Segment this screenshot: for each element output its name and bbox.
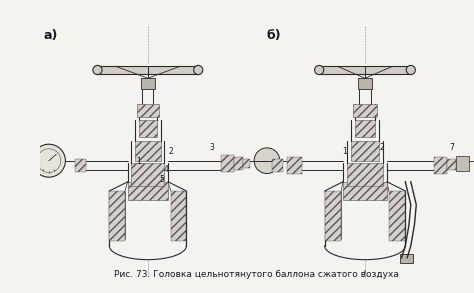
Bar xyxy=(221,155,234,172)
Text: 2: 2 xyxy=(168,147,173,156)
Circle shape xyxy=(32,144,65,177)
Bar xyxy=(400,254,413,263)
Circle shape xyxy=(254,148,280,173)
Text: а): а) xyxy=(44,29,58,42)
Text: 7: 7 xyxy=(449,143,455,152)
Bar xyxy=(343,182,387,200)
Bar xyxy=(447,159,456,170)
Bar xyxy=(131,163,164,186)
Circle shape xyxy=(194,65,203,75)
Bar xyxy=(456,156,468,171)
Text: 2: 2 xyxy=(379,143,384,152)
Bar xyxy=(353,104,377,117)
Circle shape xyxy=(315,65,324,75)
Bar xyxy=(319,66,411,74)
Bar xyxy=(137,104,159,117)
Bar xyxy=(128,182,168,200)
Text: 5: 5 xyxy=(159,175,164,183)
Circle shape xyxy=(406,65,415,75)
Bar xyxy=(434,157,447,173)
Text: б): б) xyxy=(266,29,281,42)
Bar xyxy=(346,163,383,186)
Bar xyxy=(287,157,302,173)
Bar xyxy=(243,159,250,168)
Text: 3: 3 xyxy=(210,143,214,152)
Bar xyxy=(109,191,125,241)
Bar xyxy=(389,191,405,241)
Circle shape xyxy=(93,65,102,75)
Bar xyxy=(325,191,341,241)
Bar xyxy=(139,120,157,137)
Bar xyxy=(6,155,22,172)
Text: 1: 1 xyxy=(342,147,347,156)
Bar xyxy=(273,159,283,172)
Bar xyxy=(140,78,155,89)
Text: 1: 1 xyxy=(137,157,141,166)
Bar xyxy=(135,141,161,161)
Bar xyxy=(351,141,379,161)
Bar xyxy=(171,191,186,241)
Bar xyxy=(98,66,198,74)
Bar xyxy=(74,159,86,172)
Text: 4: 4 xyxy=(164,165,169,174)
Bar xyxy=(355,120,375,137)
Text: Рис. 73. Головка цельнотянутого баллона сжатого воздуха: Рис. 73. Головка цельнотянутого баллона … xyxy=(114,270,399,279)
Bar xyxy=(234,157,243,170)
Bar xyxy=(358,78,372,89)
